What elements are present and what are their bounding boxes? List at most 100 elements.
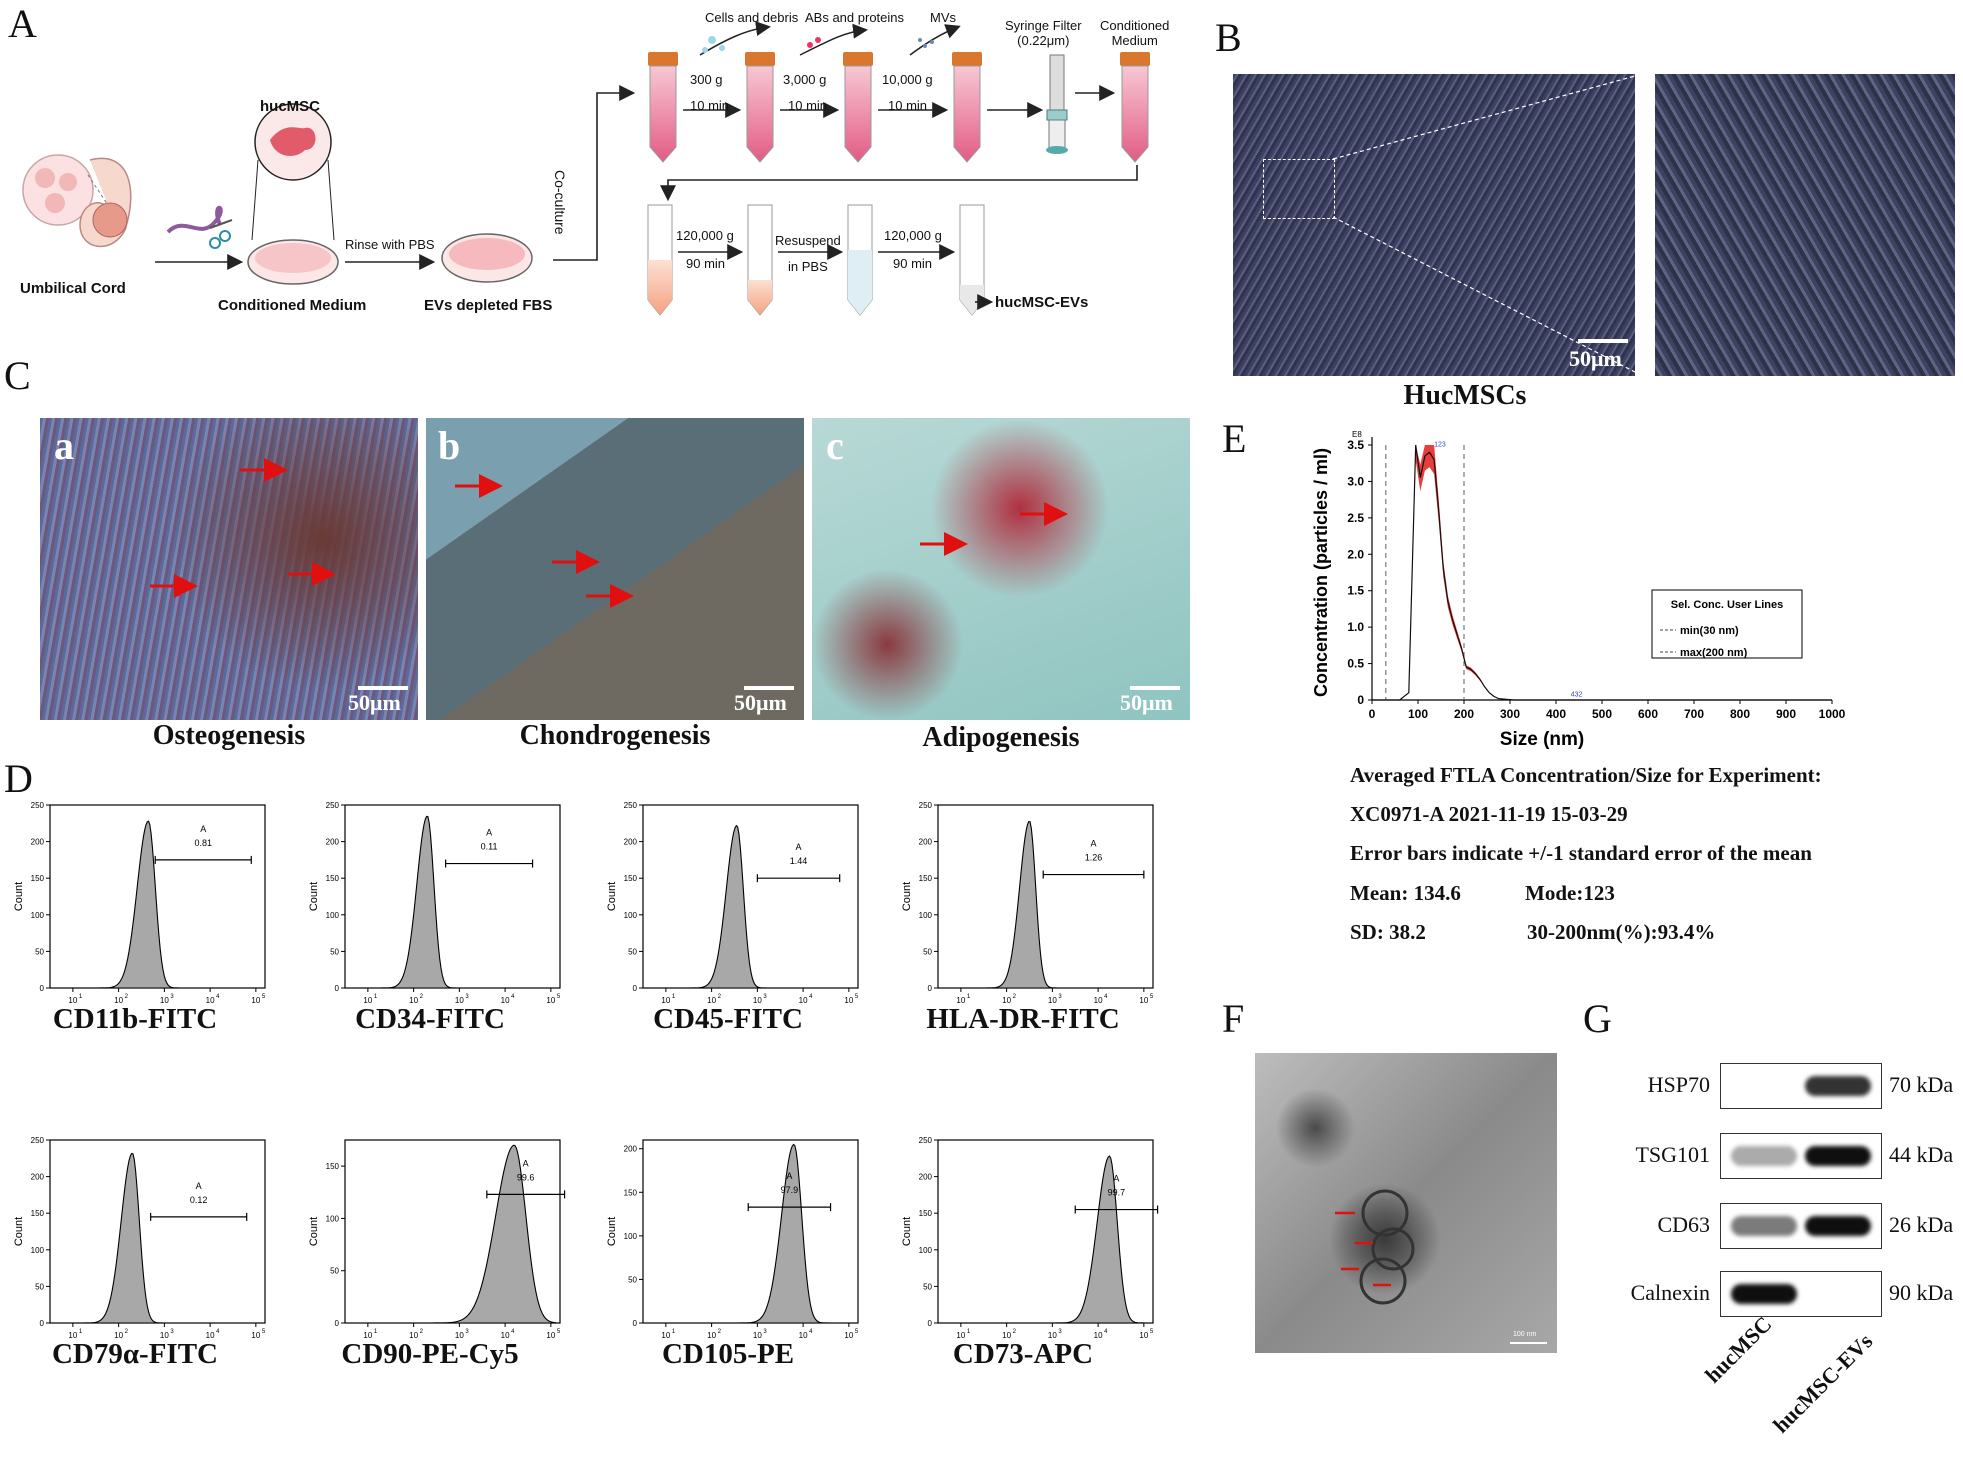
histogram-x-tick-label: 10 — [546, 1331, 555, 1340]
label-hucmsc: hucMSC — [260, 98, 320, 115]
blot-protein-label: HSP70 — [1647, 1072, 1710, 1097]
blot-strip — [1720, 1063, 1882, 1109]
scale-label-cc: 50μm — [1120, 690, 1173, 715]
histogram-y-tick-label: 0 — [633, 984, 638, 993]
nta-legend-item: max(200 nm) — [1680, 647, 1748, 659]
histogram-gate-name: A — [486, 828, 492, 838]
tem-micrograph: 100 nm — [1255, 1053, 1557, 1353]
histogram-x-tick-exponent: 2 — [718, 1329, 722, 1335]
histogram-x-tick-label: 10 — [409, 1331, 418, 1340]
nta-y-tick-label: 0 — [1357, 693, 1364, 707]
histogram-y-label: Count — [308, 1217, 320, 1246]
histogram-y-tick-label: 50 — [628, 1275, 637, 1284]
label-step3-time: 10 min — [888, 98, 928, 113]
nta-text-line3: Error bars indicate +/-1 standard error … — [1350, 841, 1812, 865]
blot-strip — [1720, 1271, 1882, 1317]
histogram-y-tick-label: 150 — [326, 1162, 340, 1171]
nta-x-tick-label: 600 — [1638, 707, 1658, 721]
histogram-x-tick-label: 10 — [206, 1331, 215, 1340]
histogram-gate-name: A — [1113, 1174, 1119, 1184]
blot-band-hucmsc-evs — [1805, 1284, 1871, 1304]
histogram-x-tick-label: 10 — [160, 996, 169, 1005]
histogram-y-tick-label: 100 — [326, 1214, 340, 1223]
histogram-caption: CD11b-FITC — [52, 1003, 218, 1035]
nta-legend-title: Sel. Conc. User Lines — [1671, 599, 1783, 611]
histogram-frame — [642, 804, 859, 989]
histogram-y-label: Count — [901, 1217, 913, 1246]
histogram-x-tick-exponent: 1 — [967, 1329, 971, 1335]
histogram-gate-name: A — [786, 1171, 792, 1181]
histogram-frame — [937, 804, 1154, 989]
histogram-x-tick-exponent: 5 — [262, 1329, 266, 1335]
histogram-y-tick-label: 0 — [40, 1319, 45, 1328]
tube-row-2 — [647, 204, 994, 316]
histogram-gate-value: 99.7 — [1108, 1188, 1126, 1198]
scale-label-b: 50μm — [1569, 346, 1622, 371]
nta-x-tick-label: 200 — [1454, 707, 1474, 721]
histogram-x-tick-exponent: 3 — [170, 994, 174, 1000]
histogram-y-tick-label: 50 — [35, 1282, 44, 1291]
blot-band-hucmsc-evs — [1805, 1146, 1871, 1166]
histogram-y-tick-label: 50 — [35, 947, 44, 956]
histogram-x-tick-exponent: 5 — [557, 1329, 561, 1335]
nta-y-tick-label: 3.0 — [1347, 474, 1364, 488]
histogram-x-tick-exponent: 3 — [763, 1329, 767, 1335]
histogram-y-tick-label: 150 — [624, 1188, 638, 1197]
histogram-x-tick-label: 10 — [1139, 1331, 1148, 1340]
histogram-y-label: Count — [606, 1217, 618, 1246]
histogram-gate-value: 0.12 — [190, 1195, 208, 1205]
histogram-curve — [52, 820, 261, 989]
tem-scale-label: 100 nm — [1513, 1331, 1537, 1338]
nta-peak-label: 123 — [1434, 442, 1446, 449]
histogram-x-tick-exponent: 5 — [855, 1329, 859, 1335]
blot-kda-label: 26 kDa — [1889, 1212, 1954, 1237]
label-step1-g: 300 g — [690, 72, 723, 87]
histogram-frame — [344, 804, 561, 989]
histogram-x-tick-label: 10 — [844, 1331, 853, 1340]
histogram-y-tick-label: 0 — [928, 1319, 933, 1328]
histogram-x-tick-label: 10 — [206, 996, 215, 1005]
histogram-x-tick-label: 10 — [409, 996, 418, 1005]
histogram-y-tick-label: 150 — [919, 874, 933, 883]
nta-y-tick-label: 3.5 — [1347, 438, 1364, 452]
histogram-x-tick-label: 10 — [455, 996, 464, 1005]
scissors-illustration — [166, 205, 233, 249]
chondrogenesis-micrograph: b 50μm — [426, 418, 804, 720]
lane-label-hucmsc: hucMSC — [1700, 1311, 1777, 1388]
histogram-y-tick-label: 0 — [928, 984, 933, 993]
nta-y-multiplier: E8 — [1352, 430, 1362, 439]
blot-strip — [1720, 1133, 1882, 1179]
histogram-x-tick-exponent: 1 — [79, 994, 83, 1000]
histogram-x-tick-label: 10 — [501, 1331, 510, 1340]
histogram-y-label: Count — [606, 882, 618, 911]
histogram-y-tick-label: 100 — [31, 1246, 45, 1255]
histogram-curve — [940, 1155, 1149, 1324]
blot-protein-label: CD63 — [1657, 1212, 1710, 1237]
histogram-y-tick-label: 150 — [326, 874, 340, 883]
histogram-x-tick-exponent: 4 — [216, 994, 220, 1000]
histogram-x-tick-label: 10 — [114, 1331, 123, 1340]
scale-bar-ca — [358, 686, 408, 690]
label-syringe-filter: Syringe Filter (0.22μm) — [1005, 18, 1082, 48]
zoom-lines — [1332, 75, 1636, 373]
histogram-y-tick-label: 0 — [40, 984, 45, 993]
label-mvs: MVs — [930, 10, 956, 25]
histogram-y-label: Count — [13, 882, 25, 911]
histogram-x-tick-label: 10 — [1048, 996, 1057, 1005]
nta-x-tick-label: 1000 — [1819, 707, 1846, 721]
histogram-x-tick-exponent: 3 — [1058, 994, 1062, 1000]
red-arrows-c — [150, 458, 1068, 608]
histogram-x-tick-label: 10 — [753, 1331, 762, 1340]
nta-error-band — [1372, 445, 1832, 700]
histogram-y-tick-label: 150 — [31, 1209, 45, 1218]
histogram-x-tick-exponent: 2 — [420, 994, 424, 1000]
histogram-y-tick-label: 100 — [624, 1232, 638, 1241]
histogram-y-tick-label: 250 — [31, 1136, 45, 1145]
label-evs-depleted-fbs: EVs depleted FBS — [424, 297, 553, 314]
blot-band-hucmsc — [1731, 1076, 1797, 1096]
